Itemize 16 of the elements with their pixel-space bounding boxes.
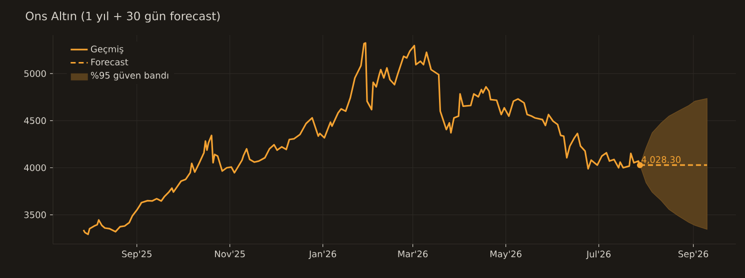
annotation: 4,028.30 [642, 156, 680, 164]
x-tick-label: Sep'26 [678, 250, 708, 260]
y-tick-label: 4500 [24, 117, 46, 124]
x-tick-label: May'26 [490, 250, 522, 260]
y-tick-label: 3500 [24, 211, 46, 218]
legend-label: Forecast [91, 58, 128, 66]
annotation: %95 güven bandı [90, 72, 168, 80]
y-tick-label: 4000 [24, 164, 46, 172]
chart-title: Ons Altın (1 yıl + 30 gün forecast) [26, 11, 220, 23]
x-tick-label: Sep'25 [122, 250, 152, 260]
legend-label: Geçmiş [90, 45, 124, 54]
x-tick-label: Jan'26 [308, 250, 336, 259]
x-tick-label: Mar'26 [398, 250, 428, 258]
x-tick-label: Nov'25 [215, 250, 245, 258]
y-tick-label: 5000 [24, 70, 46, 77]
x-tick-label: Jul'26 [586, 250, 611, 260]
